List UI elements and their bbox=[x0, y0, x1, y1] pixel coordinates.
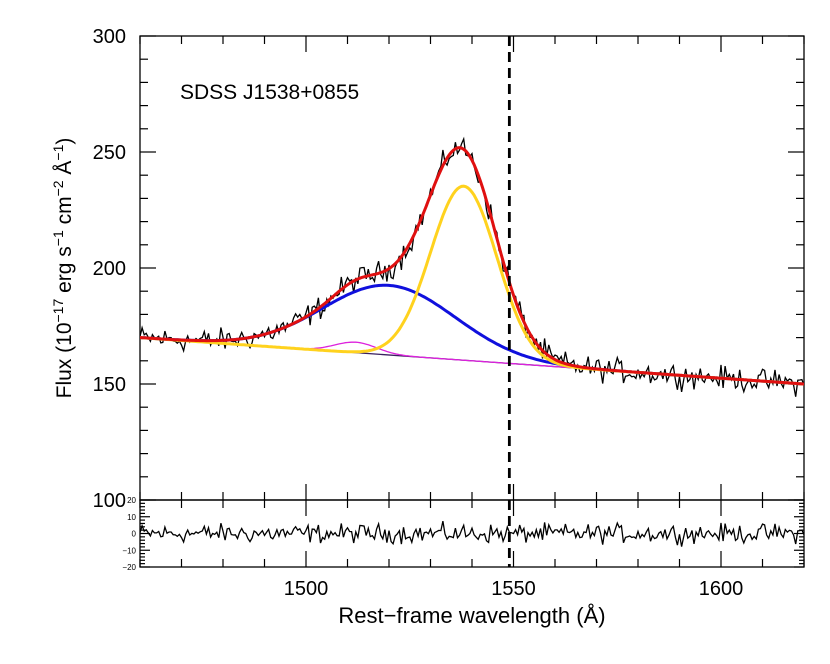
residual-tick-label: 10 bbox=[127, 513, 136, 522]
y-tick-label: 300 bbox=[93, 26, 126, 48]
y-label-exponent: −1 bbox=[50, 144, 66, 160]
x-tick-labels: 1500 1550 1600 bbox=[284, 578, 744, 600]
y-tick-label: 100 bbox=[93, 490, 126, 512]
residual-tick-label: 0 bbox=[132, 530, 137, 539]
residual-line bbox=[140, 520, 804, 547]
y-label-exponent: −1 bbox=[50, 230, 66, 246]
total-fit-line bbox=[140, 146, 804, 386]
x-axis-label: Rest−frame wavelength (Å) bbox=[338, 603, 605, 628]
y-tick-labels: 100 150 200 250 300 bbox=[93, 26, 126, 512]
x-tick-label: 1500 bbox=[284, 578, 329, 600]
residual-tick-label: 20 bbox=[127, 496, 136, 505]
x-tick-label: 1600 bbox=[699, 578, 744, 600]
y-label-exponent: −17 bbox=[50, 299, 66, 323]
axis-ticks bbox=[139, 35, 805, 568]
y-tick-label: 200 bbox=[93, 258, 126, 280]
residual-tick-label: −20 bbox=[122, 563, 136, 572]
chart-title: SDSS J1538+0855 bbox=[180, 81, 359, 104]
y-label-part: Flux (10 bbox=[53, 323, 76, 399]
y-label-part: ) bbox=[53, 138, 76, 145]
narrow-component-line bbox=[140, 184, 804, 386]
data-spectrum-line bbox=[140, 136, 804, 397]
y-tick-label: 250 bbox=[93, 142, 126, 164]
residual-tick-label: −10 bbox=[122, 546, 136, 555]
main-plot-frame bbox=[139, 35, 805, 501]
y-label-exponent: −2 bbox=[50, 180, 66, 196]
y-label-part: erg s bbox=[53, 246, 76, 299]
y-tick-label: 150 bbox=[93, 374, 126, 396]
x-tick-label: 1550 bbox=[491, 578, 536, 600]
y-axis-label: Flux (10−17 erg s−1 cm−2 Å−1) bbox=[50, 138, 76, 399]
residual-tick-labels: −20 −10 0 10 20 bbox=[122, 496, 136, 572]
y-label-part: Å bbox=[53, 161, 76, 181]
broad-component-line bbox=[140, 283, 804, 386]
y-label-part: cm bbox=[53, 196, 76, 230]
